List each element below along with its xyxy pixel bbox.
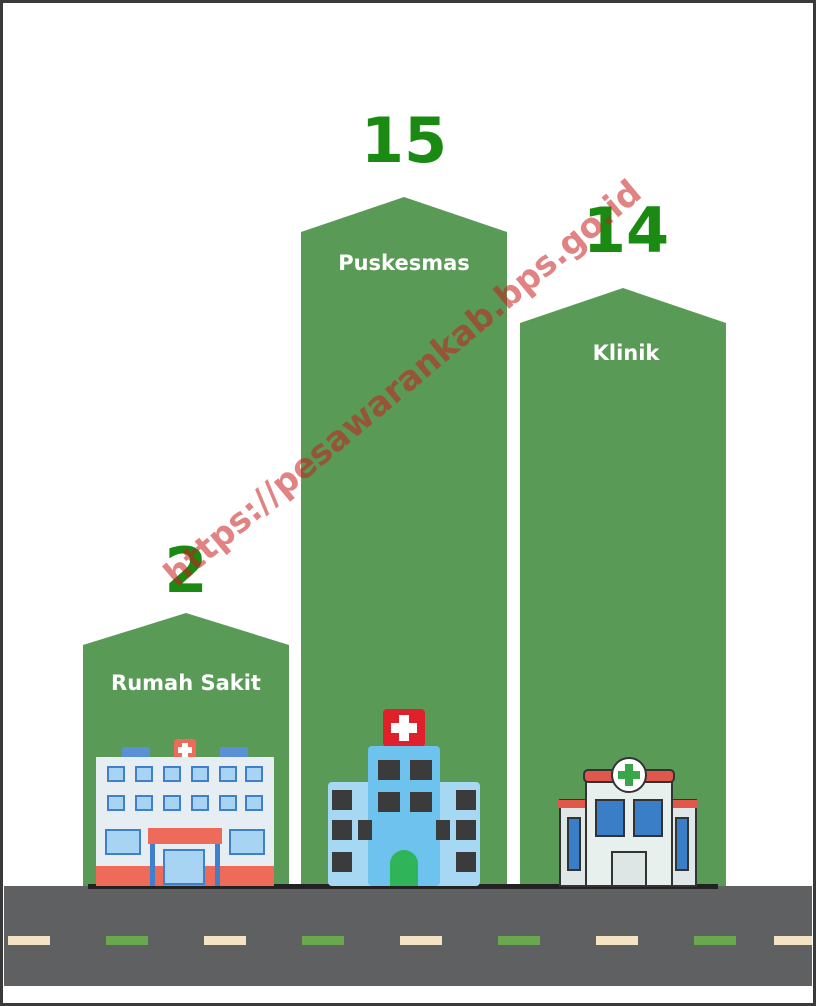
count: 15 — [361, 104, 447, 177]
infographic: 2Rumah Sakit15Puskesmas14Klinikhttps://p… — [0, 0, 816, 1006]
label: Klinik — [593, 341, 661, 365]
label: Rumah Sakit — [111, 671, 261, 695]
label: Puskesmas — [338, 251, 470, 275]
hospital-icon — [96, 739, 274, 886]
